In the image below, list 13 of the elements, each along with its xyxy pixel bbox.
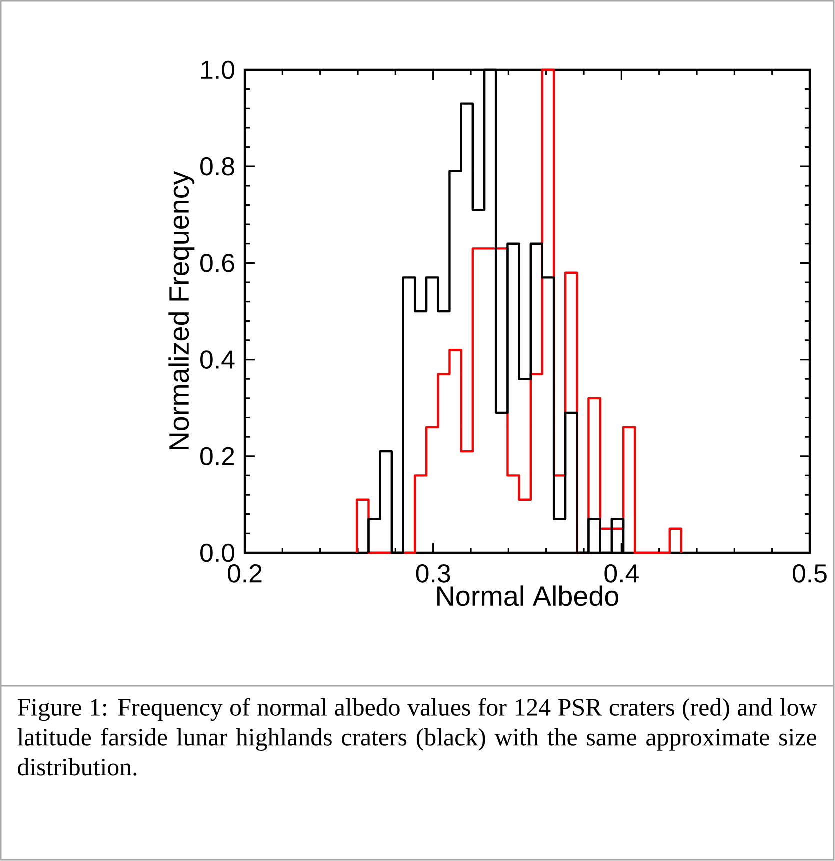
y-tick-label: 0.8	[200, 157, 234, 176]
x-tick-label: 0.2	[228, 564, 262, 583]
y-axis-title: Normalized Frequency	[168, 171, 195, 450]
y-tick-label: 0.6	[200, 254, 234, 272]
caption: Figure 1: Frequency of normal albedo values for 124 PSR craters (red) and low latitude farside lunar highlands craters (black) with the same approximate size distribution.	[18, 698, 818, 776]
x-tick-label: 0.5	[793, 564, 827, 583]
y-tick-label: 1.0	[201, 60, 234, 80]
y-tick-label: 0.2	[200, 447, 234, 466]
y-tick-label: 0.4	[200, 350, 235, 369]
y-tick-label: 0.0	[200, 544, 234, 562]
x-axis-title: Normal Albedo	[438, 586, 619, 606]
x-tick-label: 0.4	[604, 564, 639, 583]
x-tick-label: 0.3	[416, 564, 450, 583]
